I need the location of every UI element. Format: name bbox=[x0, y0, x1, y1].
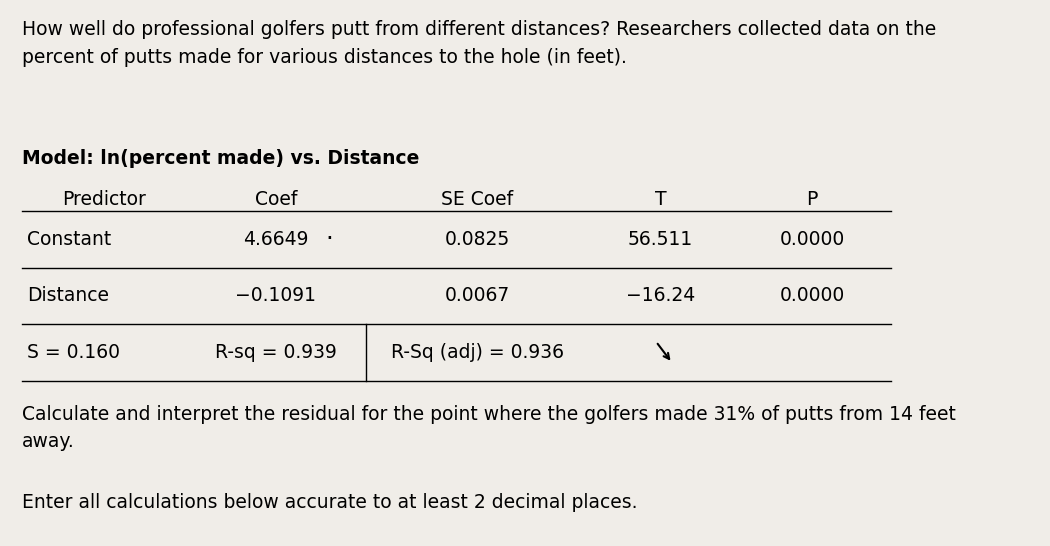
Text: How well do professional golfers putt from different distances? Researchers coll: How well do professional golfers putt fr… bbox=[22, 20, 937, 67]
Text: 4.6649: 4.6649 bbox=[243, 230, 309, 249]
Text: 0.0000: 0.0000 bbox=[779, 230, 845, 249]
Text: T: T bbox=[654, 189, 667, 209]
Text: Enter all calculations below accurate to at least 2 decimal places.: Enter all calculations below accurate to… bbox=[22, 494, 637, 513]
Text: −0.1091: −0.1091 bbox=[235, 286, 316, 305]
Text: 0.0825: 0.0825 bbox=[444, 230, 510, 249]
Text: Model: ln(percent made) vs. Distance: Model: ln(percent made) vs. Distance bbox=[22, 150, 420, 168]
Text: Coef: Coef bbox=[254, 189, 297, 209]
Text: R-sq = 0.939: R-sq = 0.939 bbox=[215, 343, 337, 362]
Text: SE Coef: SE Coef bbox=[441, 189, 513, 209]
Text: Calculate and interpret the residual for the point where the golfers made 31% of: Calculate and interpret the residual for… bbox=[22, 405, 957, 451]
Text: −16.24: −16.24 bbox=[626, 286, 695, 305]
Text: Constant: Constant bbox=[27, 230, 111, 249]
Text: 0.0067: 0.0067 bbox=[444, 286, 510, 305]
Text: Predictor: Predictor bbox=[62, 189, 146, 209]
Text: ·: · bbox=[326, 227, 333, 251]
Text: Distance: Distance bbox=[27, 286, 109, 305]
Text: P: P bbox=[806, 189, 818, 209]
Text: S = 0.160: S = 0.160 bbox=[27, 343, 120, 362]
Text: 0.0000: 0.0000 bbox=[779, 286, 845, 305]
Text: 56.511: 56.511 bbox=[628, 230, 693, 249]
Text: R-Sq (adj) = 0.936: R-Sq (adj) = 0.936 bbox=[391, 343, 564, 362]
